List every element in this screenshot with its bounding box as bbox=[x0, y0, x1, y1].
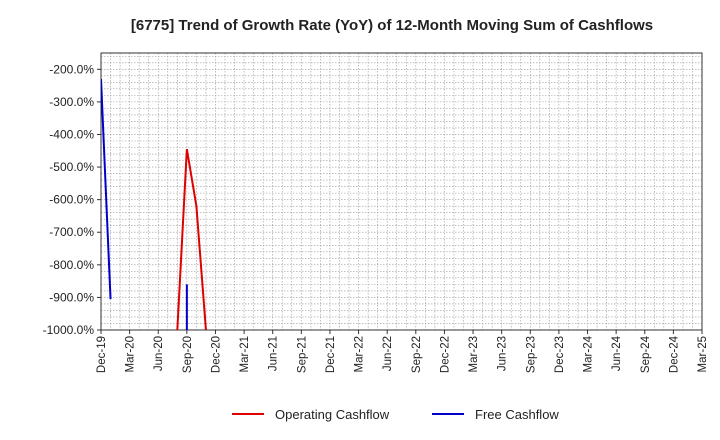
x-tick-label: Sep-21 bbox=[296, 336, 308, 373]
y-tick-label: -200.0% bbox=[49, 62, 94, 76]
x-tick-label: Sep-20 bbox=[182, 336, 194, 373]
x-tick-label: Jun-21 bbox=[268, 336, 280, 371]
y-tick-label: -400.0% bbox=[49, 127, 94, 141]
y-axis: -200.0% -300.0% -400.0% -500.0% -600.0% -700.… bbox=[43, 62, 101, 337]
plot-area bbox=[100, 52, 703, 331]
x-tick-label: Mar-22 bbox=[354, 336, 366, 372]
y-tick-label: -800.0% bbox=[49, 258, 94, 272]
x-tick-label: Jun-20 bbox=[153, 336, 165, 371]
x-tick-label: Mar-21 bbox=[239, 336, 251, 372]
x-tick-label: Dec-22 bbox=[439, 336, 451, 373]
y-tick-label: -500.0% bbox=[49, 160, 94, 174]
series-layer bbox=[101, 79, 207, 330]
grid bbox=[100, 53, 703, 331]
x-tick-label: Sep-22 bbox=[411, 336, 423, 373]
series-line-1 bbox=[101, 79, 112, 300]
x-tick-label: Mar-24 bbox=[583, 335, 595, 372]
y-tick-label: -900.0% bbox=[49, 290, 94, 304]
legend-label-1: Free Cashflow bbox=[475, 407, 559, 422]
chart-title: [6775] Trend of Growth Rate (YoY) of 12-… bbox=[131, 17, 653, 34]
x-tick-label: Dec-19 bbox=[96, 336, 108, 373]
x-tick-label: Dec-20 bbox=[210, 336, 222, 373]
y-tick-label: -700.0% bbox=[49, 225, 94, 239]
x-tick-label: Dec-21 bbox=[325, 336, 337, 373]
legend: Operating Cashflow Free Cashflow bbox=[232, 407, 559, 422]
x-tick-label: Sep-23 bbox=[525, 336, 537, 373]
x-tick-label: Dec-23 bbox=[554, 336, 566, 373]
x-tick-label: Mar-25 bbox=[697, 336, 709, 372]
x-tick-label: Jun-24 bbox=[611, 335, 623, 371]
legend-label-0: Operating Cashflow bbox=[275, 407, 390, 422]
series-line-0 bbox=[176, 148, 207, 330]
x-tick-label: Jun-23 bbox=[497, 336, 509, 371]
y-tick-label: -300.0% bbox=[49, 95, 94, 109]
x-tick-label: Mar-20 bbox=[125, 336, 137, 372]
y-tick-label: -600.0% bbox=[49, 193, 94, 207]
x-tick-label: Mar-23 bbox=[468, 336, 480, 372]
y-tick-label: -1000.0% bbox=[43, 323, 95, 337]
x-tick-label: Dec-24 bbox=[668, 335, 680, 373]
x-axis: Dec-19 Mar-20 Jun-20 Sep-20 Dec-20 Mar-21 Jun-… bbox=[96, 330, 709, 373]
x-tick-label: Sep-24 bbox=[640, 335, 652, 373]
x-tick-label: Jun-22 bbox=[382, 336, 394, 371]
